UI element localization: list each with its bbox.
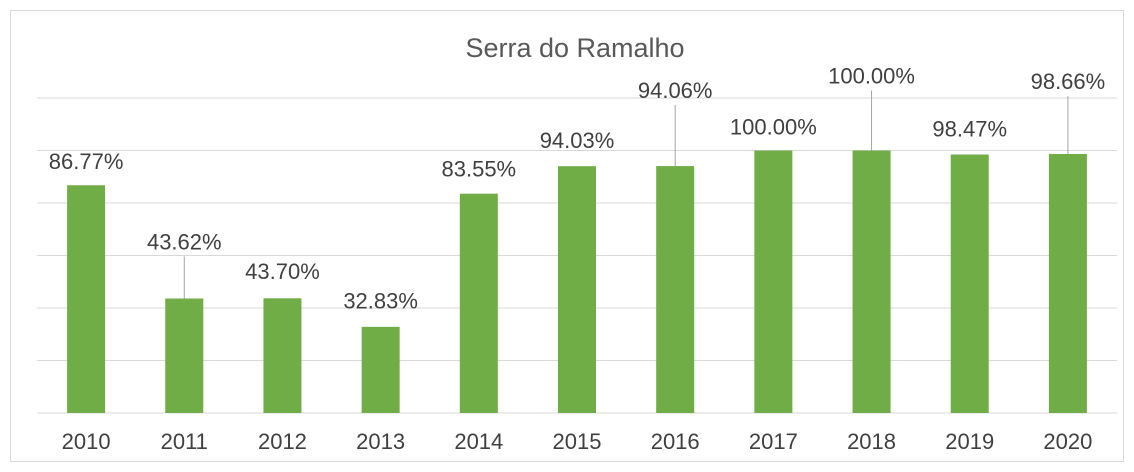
x-tick-label: 2020 (1043, 429, 1092, 454)
bar (165, 298, 204, 413)
bar (656, 166, 695, 413)
data-label: 94.06% (638, 78, 713, 103)
data-label: 98.47% (932, 116, 1007, 141)
x-tick-label: 2015 (553, 429, 602, 454)
data-label: 43.62% (147, 229, 222, 254)
x-tick-label: 2018 (847, 429, 896, 454)
data-label: 86.77% (49, 149, 124, 174)
bar (558, 166, 596, 413)
chart-title: Serra do Ramalho (465, 33, 684, 63)
x-tick-label: 2014 (454, 429, 503, 454)
x-tick-label: 2013 (356, 429, 405, 454)
bar (1048, 154, 1087, 413)
bar (361, 326, 400, 413)
data-label: 83.55% (442, 156, 517, 181)
x-tick-label: 2019 (945, 429, 994, 454)
bar (852, 150, 891, 413)
data-label: 98.66% (1031, 69, 1106, 94)
bar (950, 154, 989, 414)
bar (67, 185, 106, 413)
data-label: 94.03% (540, 128, 615, 153)
bar (263, 298, 302, 413)
x-tick-label: 2016 (651, 429, 700, 454)
data-label: 43.70% (245, 259, 320, 284)
data-label: 32.83% (343, 289, 418, 314)
data-label: 100.00% (730, 114, 817, 139)
bar (459, 193, 498, 413)
x-tick-label: 2010 (62, 429, 111, 454)
bar (754, 150, 793, 413)
x-tick-label: 2011 (161, 429, 208, 454)
data-label: 100.00% (828, 63, 915, 88)
x-tick-label: 2012 (258, 429, 307, 454)
x-tick-label: 2017 (749, 429, 798, 454)
